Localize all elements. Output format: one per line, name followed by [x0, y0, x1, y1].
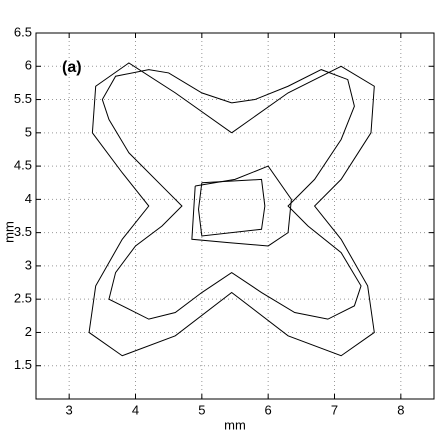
y-tick-label: 2.5 [14, 291, 32, 306]
y-tick-label: 2 [25, 324, 32, 339]
contour-line [198, 178, 266, 237]
y-tick-label: 4 [25, 191, 32, 206]
x-tick-label: 7 [331, 402, 338, 417]
y-tick-label: 3.5 [14, 224, 32, 239]
y-tick-label: 5.5 [14, 91, 32, 106]
y-tick-label: 4.5 [14, 158, 32, 173]
panel-label: (a) [62, 59, 82, 76]
y-tick-label: 6 [25, 58, 32, 73]
y-tick-label: 6.5 [14, 24, 32, 39]
x-axis-label: mm [224, 417, 246, 432]
y-tick-label: 3 [25, 257, 32, 272]
x-tick-label: 8 [397, 402, 404, 417]
y-axis-label: mm [1, 221, 16, 243]
x-tick-label: 6 [265, 402, 272, 417]
contour-line [88, 62, 375, 357]
plot-frame [35, 32, 435, 400]
contour-line [191, 165, 292, 247]
x-tick-label: 4 [132, 402, 139, 417]
x-tick-label: 5 [198, 402, 205, 417]
y-tick-label: 5 [25, 124, 32, 139]
x-tick-label: 3 [66, 402, 73, 417]
contour-line [101, 69, 362, 320]
y-tick-label: 1.5 [14, 357, 32, 372]
